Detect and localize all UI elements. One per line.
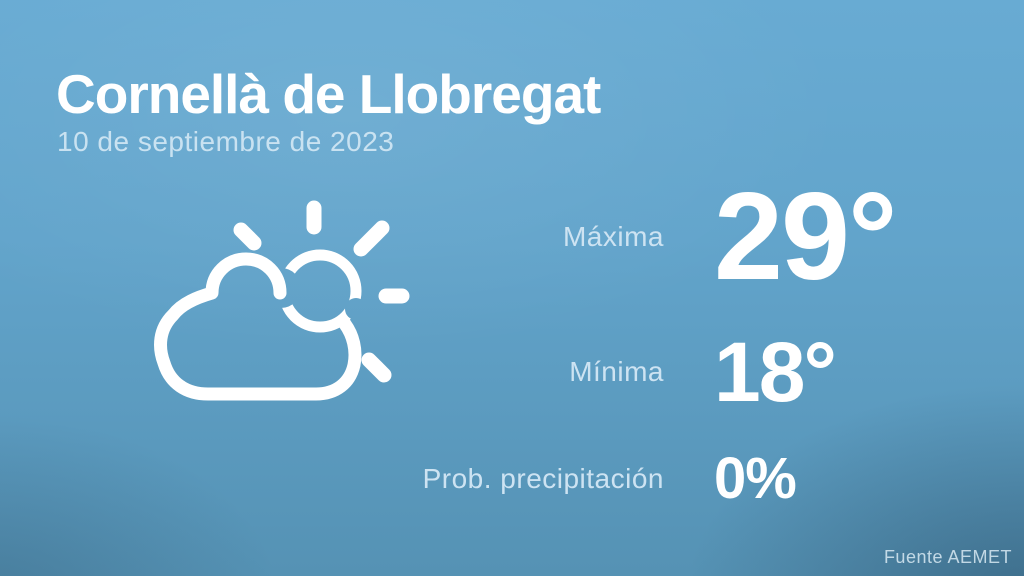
weather-icon-svg xyxy=(154,200,410,401)
metric-row-minima: Mínima 18° xyxy=(0,312,1024,432)
page-title: Cornellà de Llobregat xyxy=(56,63,601,125)
source-attribution: Fuente AEMET xyxy=(883,547,1012,567)
sun-behind-cloud-icon xyxy=(150,193,420,423)
metric-label: Prob. precipitación xyxy=(422,463,664,494)
metric-row-precipitation: Prob. precipitación 0% xyxy=(0,425,1024,533)
metric-row-maxima: Máxima 29° xyxy=(0,170,1024,304)
metric-value: 18° xyxy=(714,325,837,419)
metric-label: Mínima xyxy=(569,356,664,387)
sun-rays-shape xyxy=(233,200,410,383)
metric-value: 29° xyxy=(714,168,898,306)
cloud-shape xyxy=(154,252,362,401)
metric-value: 0% xyxy=(714,446,797,511)
date-subtitle: 10 de septiembre de 2023 xyxy=(57,126,395,157)
metric-label: Máxima xyxy=(562,221,664,252)
